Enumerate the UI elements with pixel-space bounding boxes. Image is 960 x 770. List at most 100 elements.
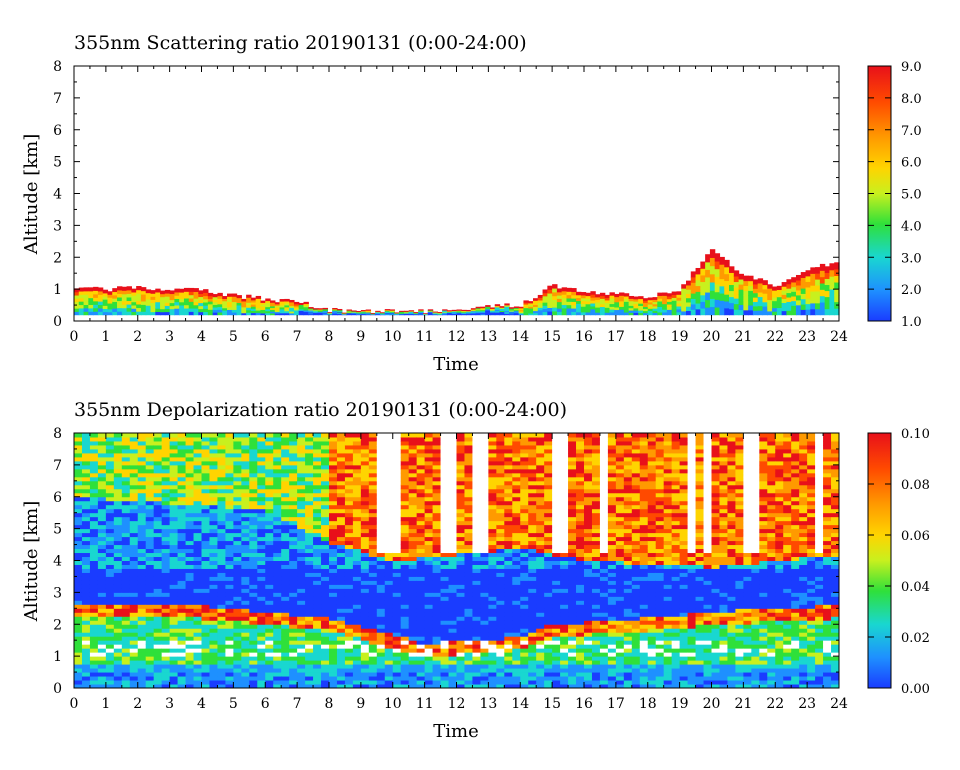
heatmap-cell [161, 616, 171, 621]
heatmap-cell [352, 644, 362, 649]
heatmap-cell [440, 460, 450, 466]
heatmap-cell [203, 289, 209, 293]
heatmap-cell [265, 628, 274, 633]
heatmap-cell [161, 636, 171, 641]
heatmap-cell [638, 298, 644, 302]
heatmap-cell [513, 307, 520, 310]
heatmap-cell [169, 496, 179, 502]
heatmap-cell [504, 684, 513, 689]
heatmap-cell [494, 312, 501, 314]
heatmap-cell [424, 468, 434, 474]
heatmap-cell [305, 536, 314, 542]
heatmap-cell [97, 297, 104, 302]
heatmap-cell [97, 576, 107, 581]
heatmap-cell [113, 612, 123, 617]
heatmap-cell [305, 476, 314, 482]
heatmap-cell [448, 460, 457, 466]
heatmap-cell [236, 295, 242, 299]
heatmap-cell [265, 644, 274, 649]
heatmap-cell [614, 299, 620, 303]
heatmap-cell [686, 280, 692, 286]
heatmap-cell [440, 536, 450, 542]
heatmap-cell [791, 309, 797, 316]
heatmap-cell [556, 308, 563, 312]
heatmap-cell [352, 628, 362, 633]
heatmap-cell [74, 560, 83, 565]
heatmap-cell [344, 680, 354, 685]
heatmap-cell [289, 310, 295, 314]
heatmap-cell [752, 297, 759, 303]
heatmap-cell [233, 672, 242, 677]
heatmap-cell [488, 440, 497, 446]
heatmap-cell [233, 544, 242, 550]
heatmap-cell [499, 307, 505, 309]
heatmap-cell [298, 313, 305, 316]
heatmap-cell [496, 440, 505, 446]
heatmap-cell [442, 310, 448, 312]
heatmap-cell [416, 536, 426, 542]
heatmap-cell [169, 472, 179, 478]
heatmap-cell [464, 540, 473, 546]
heatmap-cell [281, 604, 290, 609]
heatmap-cell [265, 480, 274, 486]
heatmap-cell [376, 612, 386, 617]
heatmap-cell [542, 292, 548, 297]
heatmap-cell [193, 433, 202, 438]
heatmap-cell [297, 480, 306, 486]
heatmap-cell [424, 512, 434, 518]
heatmap-cell [129, 540, 139, 546]
heatmap-cell [161, 540, 171, 546]
heatmap-cell [408, 492, 418, 498]
heatmap-cell [169, 488, 179, 494]
heatmap-cell [448, 452, 457, 458]
heatmap-cell [496, 584, 505, 589]
heatmap-cell [129, 660, 139, 665]
heatmap-cell [193, 298, 199, 302]
heatmap-cell [81, 433, 91, 438]
heatmap-cell [344, 460, 354, 466]
heatmap-cell [336, 648, 346, 653]
heatmap-cell [281, 508, 290, 514]
heatmap-cell [207, 311, 214, 316]
heatmap-cell [413, 312, 419, 314]
heatmap-cell [424, 564, 434, 569]
heatmap-cell [193, 560, 202, 565]
x-tick-label: 13 [479, 329, 497, 345]
heatmap-cell [74, 484, 83, 490]
heatmap-cell [480, 524, 489, 530]
heatmap-cell [488, 468, 497, 474]
heatmap-cell [321, 600, 330, 605]
heatmap-cell [225, 628, 234, 633]
heatmap-cell [709, 257, 716, 267]
heatmap-cell [236, 307, 242, 311]
heatmap-cell [819, 295, 826, 303]
heatmap-cell [376, 640, 386, 645]
heatmap-cell [336, 524, 346, 530]
heatmap-cell [281, 468, 290, 474]
x-tick-label: 1 [101, 329, 110, 345]
heatmap-cell [537, 297, 544, 301]
heatmap-cell [628, 309, 635, 313]
heatmap-cell [241, 632, 250, 637]
heatmap-cell [281, 433, 290, 438]
heatmap-cell [392, 500, 402, 506]
heatmap-cell [464, 588, 473, 593]
heatmap-cell [88, 300, 94, 305]
heatmap-cell [376, 604, 386, 609]
heatmap-cell [499, 311, 505, 314]
heatmap-cell [321, 460, 330, 466]
heatmap-cell [83, 290, 89, 295]
heatmap-cell [518, 311, 525, 314]
heatmap-cell [496, 464, 505, 470]
heatmap-cell [336, 508, 346, 514]
heatmap-cell [496, 612, 505, 617]
heatmap-cell [273, 436, 282, 442]
heatmap-cell [432, 433, 442, 438]
heatmap-cell [329, 680, 338, 685]
heatmap-cell [619, 300, 625, 305]
panel-depolarization-ratio: 355nm Depolarization ratio 20190131 (0:0… [21, 399, 930, 742]
heatmap-cell [289, 596, 298, 601]
heatmap-cell [416, 448, 426, 454]
heatmap-cell [305, 568, 314, 573]
heatmap-cell [155, 304, 161, 309]
